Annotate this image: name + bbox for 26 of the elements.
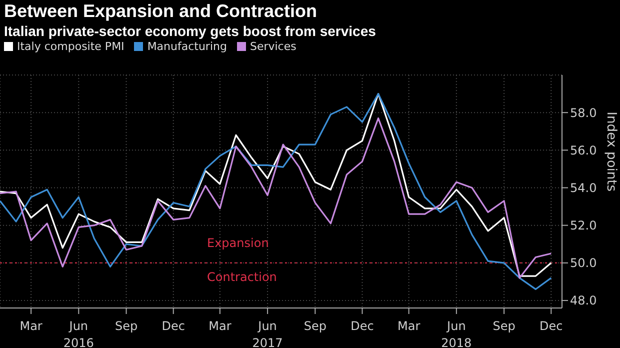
legend-label: Manufacturing	[147, 40, 227, 53]
legend-label: Services	[250, 40, 296, 53]
x-tick-label: Jun 2018	[441, 319, 472, 348]
annotation: Contraction	[207, 270, 277, 284]
x-tick-label: Sep	[114, 319, 138, 333]
y-tick-label: 48.0	[570, 294, 597, 308]
x-tick-label: Dec	[162, 319, 185, 333]
chart-subtitle: Italian private-sector economy gets boost from services	[4, 23, 376, 39]
x-tick-label: Mar	[208, 319, 232, 333]
x-tick-label: Dec	[350, 319, 374, 333]
x-tick-label: Jun 2017	[252, 319, 283, 348]
x-tick-label: Jun 2016	[63, 319, 94, 348]
y-tick-label: 52.0	[570, 218, 597, 233]
chart-title: Between Expansion and Contraction	[4, 1, 318, 22]
y-tick-label: 56.0	[570, 143, 597, 158]
x-tick-label: Dec	[540, 319, 563, 333]
y-tick-label: 58.0	[570, 106, 597, 120]
x-tick-label: Sep	[304, 319, 326, 333]
x-tick-label: Sep	[492, 319, 516, 333]
x-tick-label: Mar	[398, 319, 420, 333]
legend-label: Italy composite PMI	[17, 40, 124, 53]
y-tick-label: 54.0	[570, 181, 597, 195]
y-tick-label: 50.0	[570, 256, 597, 270]
y-axis-title: Index points	[603, 112, 618, 192]
annotation: Expansion	[207, 236, 269, 250]
x-tick-label: Mar	[20, 319, 42, 333]
